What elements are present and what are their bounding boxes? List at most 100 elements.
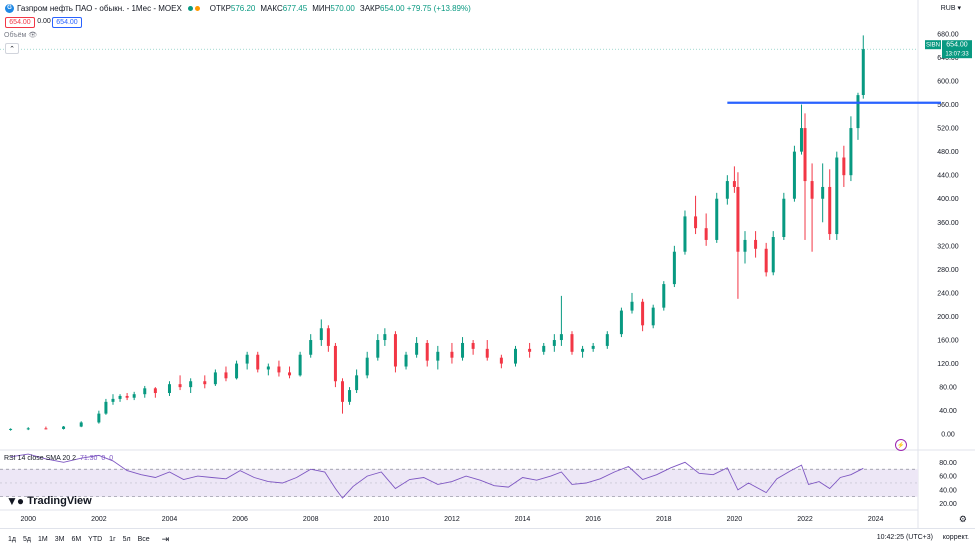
eye-icon[interactable]: 👁 xyxy=(28,32,38,39)
symbol-logo-icon: G xyxy=(5,3,14,13)
x-tick-label-0: 2000 xyxy=(20,516,36,523)
candle-body-30 xyxy=(340,381,344,402)
y-tick-label-15: 600.00 xyxy=(937,78,959,85)
ohlc-low-label: МИН xyxy=(312,3,331,13)
candle-body-53 xyxy=(591,345,595,349)
candle-body-64 xyxy=(715,198,719,240)
timeframe-1y[interactable]: 1г xyxy=(109,535,116,543)
candle-body-77 xyxy=(821,186,825,199)
rsi-legend[interactable]: RSI 14 close SMA 20 2 71.30 0 0 xyxy=(4,455,113,462)
ohlc-low-value: 570.00 xyxy=(330,3,355,13)
candle-body-47 xyxy=(528,348,532,352)
x-tick-label-10: 2020 xyxy=(727,516,743,523)
candle-body-1 xyxy=(26,428,30,430)
rsi-tick-label-0: 20.00 xyxy=(939,501,957,508)
timeframe-3m[interactable]: 3М xyxy=(54,535,65,543)
x-tick-label-3: 2006 xyxy=(232,516,248,523)
candle-body-6 xyxy=(104,401,108,414)
timeframe-5y[interactable]: 5л xyxy=(122,535,131,543)
adjustment-toggle[interactable]: коррект. xyxy=(942,534,969,541)
candle-body-12 xyxy=(153,388,157,394)
timeframe-all[interactable]: Все xyxy=(137,535,150,543)
ohlc-high-label: МАКС xyxy=(260,3,283,13)
timeframe-5d[interactable]: 5д xyxy=(22,535,31,543)
ohlc-open-label: ОТКР xyxy=(209,3,231,13)
x-tick-label-7: 2014 xyxy=(515,516,531,523)
market-status-icon xyxy=(187,5,193,11)
candle-body-62 xyxy=(694,216,698,229)
timeframe-ytd[interactable]: YTD xyxy=(88,535,103,543)
candle-body-4 xyxy=(79,422,83,427)
ohlc-high-value: 677.45 xyxy=(282,3,308,13)
candle-body-40 xyxy=(436,351,440,361)
candle-body-26 xyxy=(309,340,313,355)
candle-body-33 xyxy=(365,357,369,376)
candle-body-61 xyxy=(683,216,687,252)
candle-body-34 xyxy=(376,340,380,358)
symbol-title[interactable]: Газпром нефть ПАО - обыкн. - 1Мес - MOEX xyxy=(17,3,182,13)
rsi-tick-label-3: 80.00 xyxy=(939,460,957,467)
currency-label: RUB xyxy=(940,5,956,12)
rsi-extra-1: 0 xyxy=(101,455,106,462)
candle-body-32 xyxy=(355,375,359,391)
y-tick-label-6: 240.00 xyxy=(937,290,959,297)
x-tick-label-4: 2008 xyxy=(303,516,319,523)
candle-body-36 xyxy=(393,334,397,367)
candle-body-45 xyxy=(499,357,503,364)
candle-body-49 xyxy=(552,340,556,346)
candle-body-58 xyxy=(651,307,655,326)
candle-body-19 xyxy=(235,363,239,379)
candle-body-3 xyxy=(62,426,66,429)
candle-body-78 xyxy=(828,186,832,235)
rsi-value: 71.30 xyxy=(79,455,98,462)
buy-button[interactable]: 654.00 xyxy=(52,17,82,28)
candle-body-79 xyxy=(835,157,839,235)
ohlc-high: МАКС677.45 xyxy=(260,4,310,13)
tradingview-logo[interactable]: ▼● TradingView xyxy=(6,494,92,508)
y-tick-label-16: 640.00 xyxy=(937,55,959,62)
currency-selector[interactable]: RUB ▾ xyxy=(941,4,961,12)
candle-body-81 xyxy=(849,128,853,176)
y-tick-label-14: 560.00 xyxy=(937,102,959,109)
candle-body-9 xyxy=(125,395,129,398)
bottom-toolbar: 1д 5д 1М 3М 6М YTD 1г 5л Все ⇥ 10:42:25 … xyxy=(0,528,975,549)
clock[interactable]: 10:42:25 (UTC+3) xyxy=(876,534,933,541)
y-tick-label-9: 360.00 xyxy=(937,220,959,227)
candle-body-38 xyxy=(415,342,419,355)
x-tick-label-5: 2010 xyxy=(374,516,390,523)
candle-body-59 xyxy=(662,284,666,308)
candle-body-73 xyxy=(792,151,796,199)
collapse-legend-button[interactable]: ⌃ xyxy=(5,43,19,54)
candle-body-25 xyxy=(298,354,302,376)
candle-body-37 xyxy=(404,354,408,367)
candle-body-74 xyxy=(799,128,803,152)
gear-icon[interactable]: ⚙ xyxy=(958,514,967,524)
volume-legend[interactable]: Объём 👁 xyxy=(4,31,37,39)
flash-icon[interactable]: ⚡ xyxy=(895,439,907,451)
candle-body-20 xyxy=(245,354,249,364)
candle-body-21 xyxy=(256,354,260,370)
y-tick-label-13: 520.00 xyxy=(937,126,959,133)
timeframe-6m[interactable]: 6М xyxy=(71,535,82,543)
candle-body-28 xyxy=(326,328,330,346)
timeframe-1m[interactable]: 1М xyxy=(37,535,48,543)
ohlc-close-value: 654.00 +79.75 (+13.89%) xyxy=(380,3,471,13)
date-range-icon[interactable]: ⇥ xyxy=(161,533,170,544)
candle-body-65 xyxy=(725,181,729,199)
chevron-up-icon: ⌃ xyxy=(9,45,15,53)
last-price-box xyxy=(942,40,972,59)
rsi-extra-2: 0 xyxy=(109,455,114,462)
sell-button[interactable]: 654.00 xyxy=(5,17,35,28)
ohlc-open-value: 576.20 xyxy=(230,3,256,13)
candle-body-67 xyxy=(736,186,740,252)
ohlc-close-label: ЗАКР xyxy=(359,3,381,13)
candle-body-52 xyxy=(581,348,585,352)
rsi-tick-label-2: 60.00 xyxy=(939,474,957,481)
ohlc-close: ЗАКР654.00 +79.75 (+13.89%) xyxy=(360,4,474,13)
y-tick-label-3: 120.00 xyxy=(937,361,959,368)
candle-body-8 xyxy=(118,395,122,399)
timeframe-1d[interactable]: 1д xyxy=(8,535,16,543)
candle-body-2 xyxy=(44,428,48,430)
